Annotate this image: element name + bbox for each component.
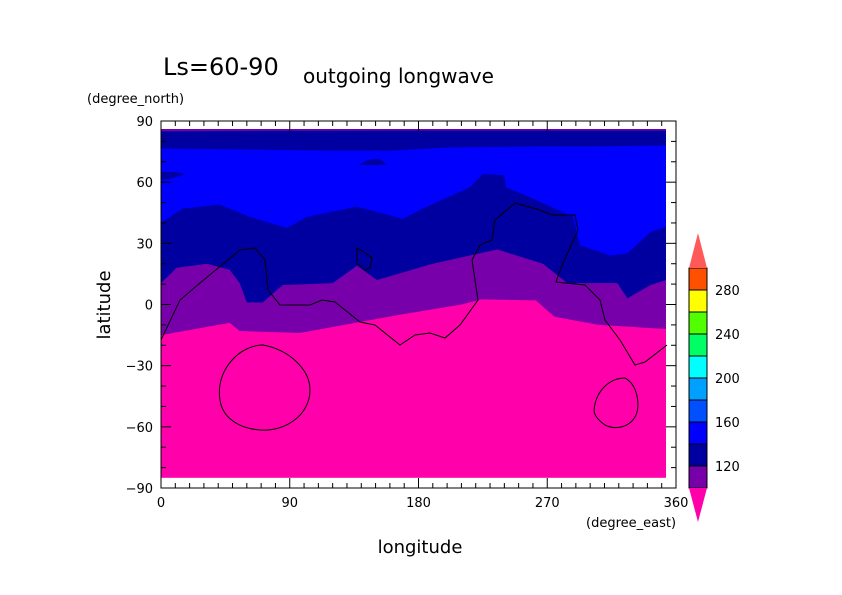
y-tick-label: 90 — [136, 115, 153, 130]
colorbar-box — [688, 333, 708, 357]
x-tick-label: 270 — [535, 496, 560, 511]
colorbar-label: 280 — [715, 284, 740, 299]
colorbar-label: 200 — [715, 372, 740, 387]
y-tick-label: −30 — [126, 360, 153, 375]
fill-140-160 — [161, 129, 666, 256]
x-axis-label: longitude — [378, 537, 463, 558]
colorbar-box — [688, 421, 708, 445]
colorbar-label: 160 — [715, 416, 740, 431]
fill-island-0 — [161, 171, 186, 181]
fill-120-140-north — [161, 129, 666, 151]
x-tick-label: 0 — [157, 496, 165, 511]
colorbar-box — [688, 465, 708, 489]
y-tick-label: 60 — [136, 176, 153, 191]
y-tick-label: −60 — [126, 421, 153, 436]
chart-subtitle: outgoing longwave — [303, 64, 494, 88]
coastline-south-west — [218, 344, 311, 431]
coastline-main — [160, 202, 668, 366]
colorbar-box — [688, 399, 708, 423]
y-tick-label: 30 — [136, 237, 153, 252]
y-axis-label: latitude — [94, 270, 115, 339]
axes: 0 90 180 270 360 −90 −60 −30 0 30 60 90 — [126, 115, 689, 511]
y-tick-label: −90 — [126, 482, 153, 497]
colorbar-under-triangle — [689, 488, 707, 522]
colorbar-label: 120 — [715, 460, 740, 475]
coastline-south-east — [593, 377, 639, 428]
colorbar-box — [688, 443, 708, 467]
colorbar-box — [688, 311, 708, 335]
colorbar-box — [688, 289, 708, 313]
x-tick-label: 180 — [406, 496, 431, 511]
colorbar-box — [688, 377, 708, 401]
colorbar-box — [688, 267, 708, 291]
colorbar: 120 160 200 240 280 — [688, 233, 740, 522]
colorbar-over-triangle — [689, 233, 707, 268]
chart-title: Ls=60-90 — [163, 53, 279, 81]
x-tick-label: 90 — [281, 496, 298, 511]
y-units: (degree_north) — [87, 92, 184, 107]
coastline-contours — [160, 202, 668, 431]
fill-100-120-north — [161, 129, 666, 132]
colorbar-box — [688, 355, 708, 379]
coastline-loop — [356, 247, 373, 271]
x-tick-label: 360 — [664, 496, 689, 511]
colorbar-label: 240 — [715, 328, 740, 343]
x-units: (degree_east) — [586, 516, 676, 531]
contour-fills — [161, 129, 666, 478]
y-tick-label: 0 — [145, 299, 153, 314]
fill-island-1 — [358, 158, 389, 165]
